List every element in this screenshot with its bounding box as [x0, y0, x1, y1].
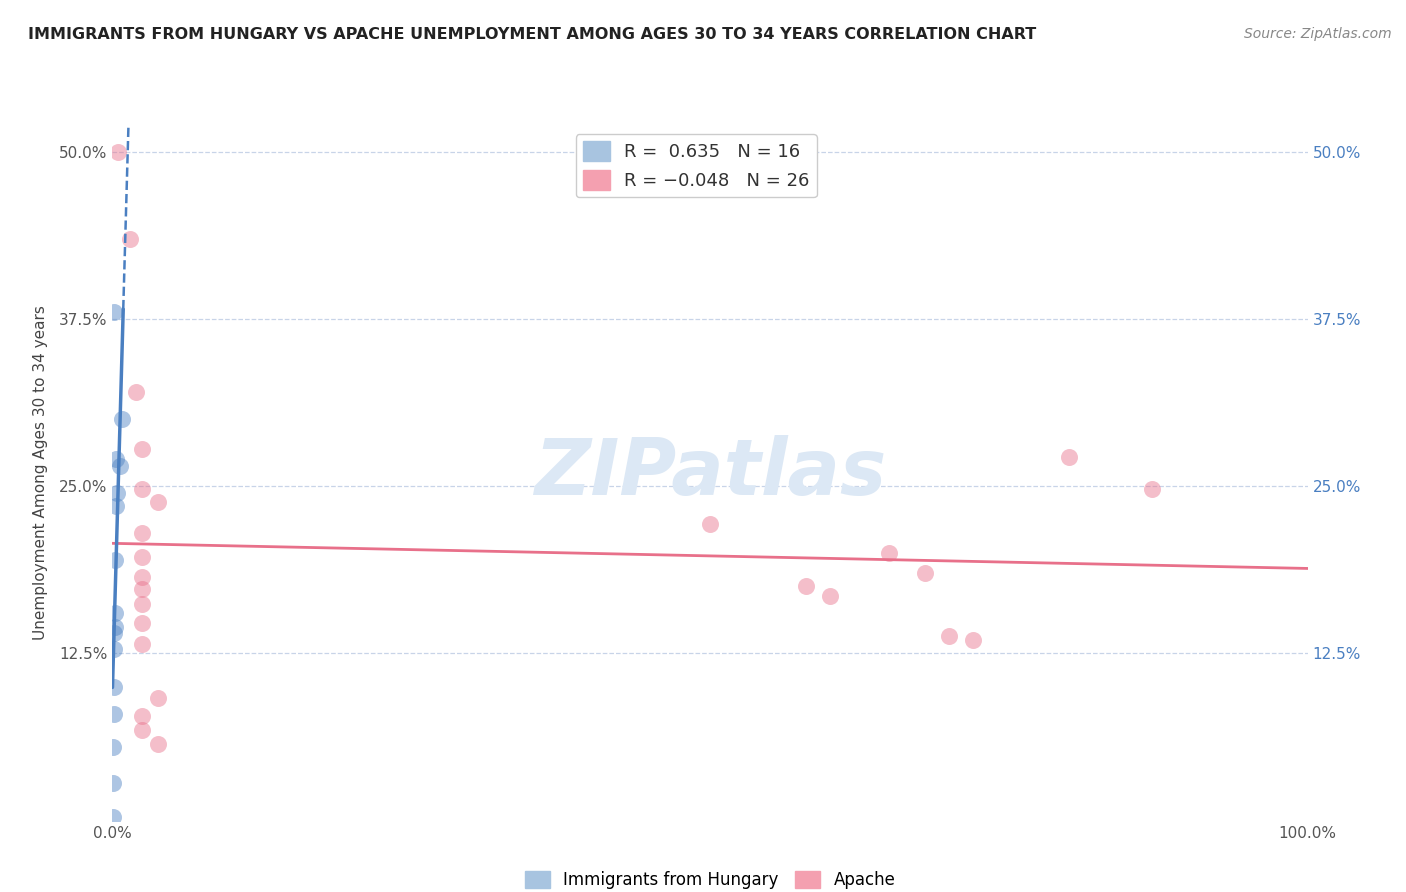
Point: [146, 495, 169, 509]
Point: [108, 459, 131, 474]
Point: [103, 706, 125, 721]
Point: [103, 680, 125, 694]
Point: [111, 412, 134, 426]
Point: [131, 709, 153, 723]
Point: [131, 615, 153, 630]
Point: [105, 500, 128, 514]
Point: [962, 633, 984, 648]
Text: Source: ZipAtlas.com: Source: ZipAtlas.com: [1244, 27, 1392, 41]
Point: [131, 442, 153, 456]
Point: [120, 232, 142, 246]
Point: [131, 570, 153, 584]
Point: [131, 597, 153, 611]
Point: [131, 582, 153, 597]
Legend: Immigrants from Hungary, Apache: Immigrants from Hungary, Apache: [517, 864, 903, 892]
Point: [1140, 482, 1163, 496]
Text: IMMIGRANTS FROM HUNGARY VS APACHE UNEMPLOYMENT AMONG AGES 30 TO 34 YEARS CORRELA: IMMIGRANTS FROM HUNGARY VS APACHE UNEMPL…: [28, 27, 1036, 42]
Point: [104, 552, 127, 567]
Point: [103, 642, 125, 657]
Point: [131, 526, 153, 541]
Text: ZIPatlas: ZIPatlas: [534, 434, 886, 511]
Point: [131, 637, 153, 651]
Point: [101, 740, 124, 755]
Point: [131, 549, 153, 565]
Point: [105, 452, 128, 467]
Point: [146, 690, 169, 705]
Point: [125, 385, 148, 400]
Point: [131, 482, 153, 496]
Point: [877, 546, 900, 560]
Point: [794, 580, 817, 594]
Point: [105, 485, 128, 500]
Point: [101, 810, 124, 824]
Point: [1057, 450, 1080, 464]
Point: [107, 145, 129, 159]
Point: [104, 620, 127, 634]
Point: [104, 607, 127, 621]
Point: [146, 737, 169, 751]
Point: [103, 626, 125, 640]
Y-axis label: Unemployment Among Ages 30 to 34 years: Unemployment Among Ages 30 to 34 years: [32, 305, 48, 640]
Point: [818, 589, 841, 603]
Point: [101, 776, 124, 790]
Point: [131, 723, 153, 737]
Point: [914, 566, 936, 581]
Point: [103, 305, 125, 319]
Point: [938, 629, 960, 643]
Point: [699, 516, 721, 531]
